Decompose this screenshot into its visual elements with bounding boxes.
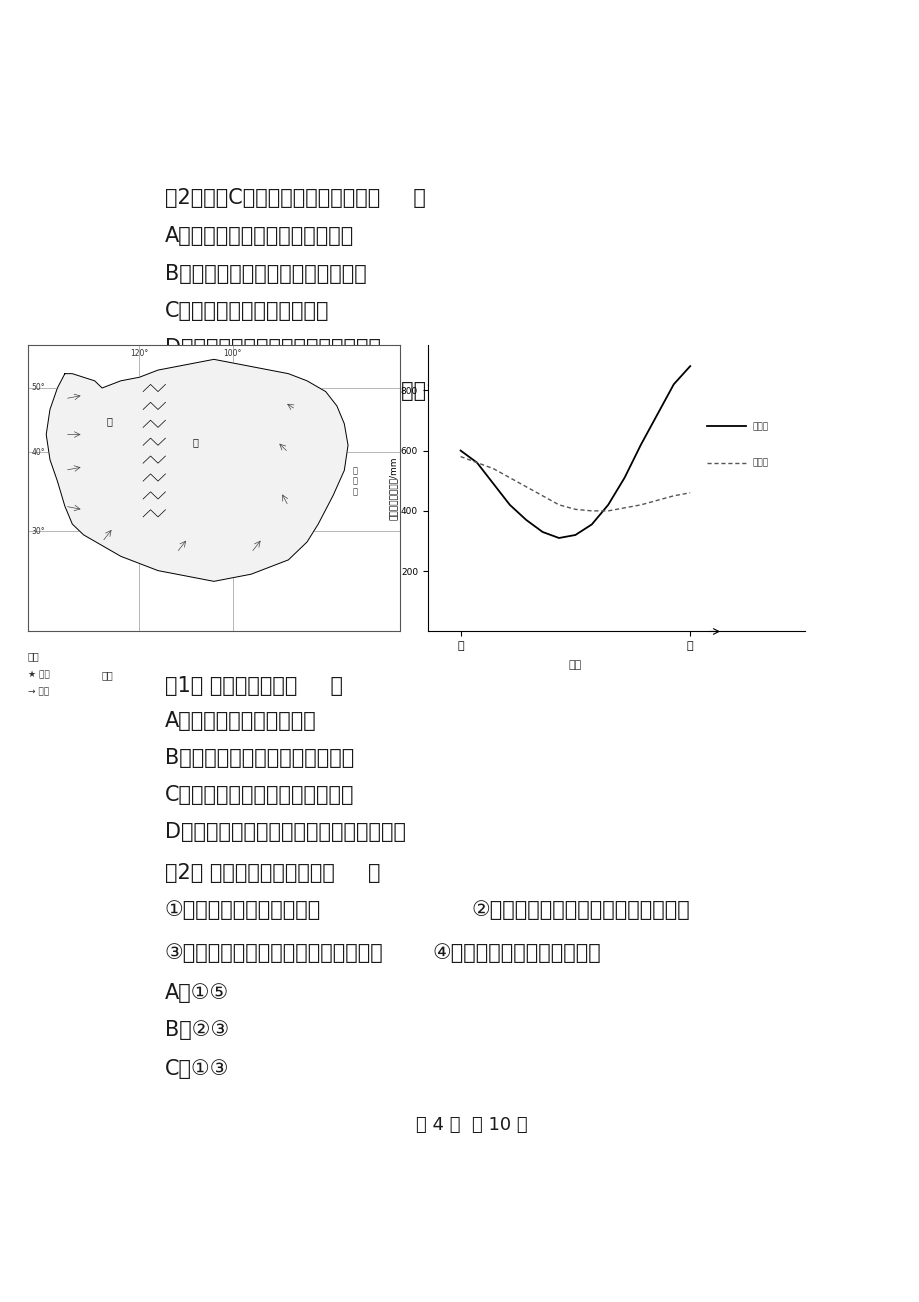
Text: 降水量: 降水量	[752, 422, 767, 431]
Text: 100°: 100°	[223, 349, 242, 358]
Text: （1） 据图推断乙地（     ）: （1） 据图推断乙地（ ）	[165, 676, 343, 695]
Text: ④土地污染造成土地质量下降: ④土地污染造成土地质量下降	[432, 943, 600, 963]
Text: B．②③: B．②③	[165, 1021, 229, 1040]
Polygon shape	[46, 359, 347, 581]
Text: 图甲: 图甲	[101, 671, 113, 681]
Text: 第 4 页  共 10 页: 第 4 页 共 10 页	[415, 1116, 527, 1134]
Text: C．主要参与了海陆间大循环: C．主要参与了海陆间大循环	[165, 301, 329, 320]
Text: A．流经地区受流水溩蚀作用明显: A．流经地区受流水溩蚀作用明显	[165, 227, 354, 246]
Text: （2）关于C河段的描述不正确的是（     ）: （2）关于C河段的描述不正确的是（ ）	[165, 189, 425, 208]
Text: ②过度放牧导致草场退化，土地荒漠化: ②过度放牧导致草场退化，土地荒漠化	[471, 900, 689, 921]
Text: D．农业发展表现为生产规模小，商品率低: D．农业发展表现为生产规模小，商品率低	[165, 822, 405, 842]
Text: D．受东南和西南季风的影响，汛期长: D．受东南和西南季风的影响，汛期长	[165, 337, 380, 358]
Text: 示意图”（下图），回答下列各题。: 示意图”（下图），回答下列各题。	[165, 409, 363, 428]
Y-axis label: 降水量（蜒发量）/mm: 降水量（蜒发量）/mm	[389, 457, 398, 519]
Text: C．农业发展可能面临冻害、雪灾: C．农业发展可能面临冻害、雪灾	[165, 785, 354, 805]
Text: C．①③: C．①③	[165, 1059, 229, 1078]
Text: 30°: 30°	[31, 527, 45, 535]
Text: 大
西
洋: 大 西 洋	[353, 466, 357, 496]
Text: 5．（4分）（2017高二下·莆田期末）读“美国部分地区图”（左图）和“甲地到乙地降水量与蜒发量的关系: 5．（4分）（2017高二下·莆田期末）读“美国部分地区图”（左图）和“甲地到乙…	[165, 380, 795, 401]
Text: B．降水丰富，水量大，航运价值高: B．降水丰富，水量大，航运价值高	[165, 263, 367, 284]
Text: ③大规模围湖造田，导致湖泊面积剧减: ③大规模围湖造田，导致湖泊面积剧减	[165, 943, 383, 963]
Text: 甲: 甲	[192, 437, 198, 448]
Text: ★ 山脉: ★ 山脉	[28, 671, 50, 680]
Text: 乙: 乙	[107, 415, 112, 426]
Text: B．农业类型可能是商品谷物农业: B．农业类型可能是商品谷物农业	[165, 747, 354, 768]
Text: 50°: 50°	[31, 384, 45, 392]
Text: （2） 甲地存在的环境问题（     ）: （2） 甲地存在的环境问题（ ）	[165, 863, 380, 883]
Text: 甲乙: 甲乙	[568, 660, 582, 669]
Text: A．①⑤: A．①⑤	[165, 983, 229, 1004]
Text: ①过度垦殖，水土流失加重: ①过度垦殖，水土流失加重	[165, 900, 321, 921]
Text: 图例: 图例	[28, 651, 40, 661]
Text: A．农业类型可能是乳畜业: A．农业类型可能是乳畜业	[165, 711, 316, 730]
Text: 120°: 120°	[130, 349, 148, 358]
Text: → 风向: → 风向	[28, 687, 49, 697]
Text: 40°: 40°	[31, 448, 45, 457]
Text: 蜒发量: 蜒发量	[752, 458, 767, 467]
